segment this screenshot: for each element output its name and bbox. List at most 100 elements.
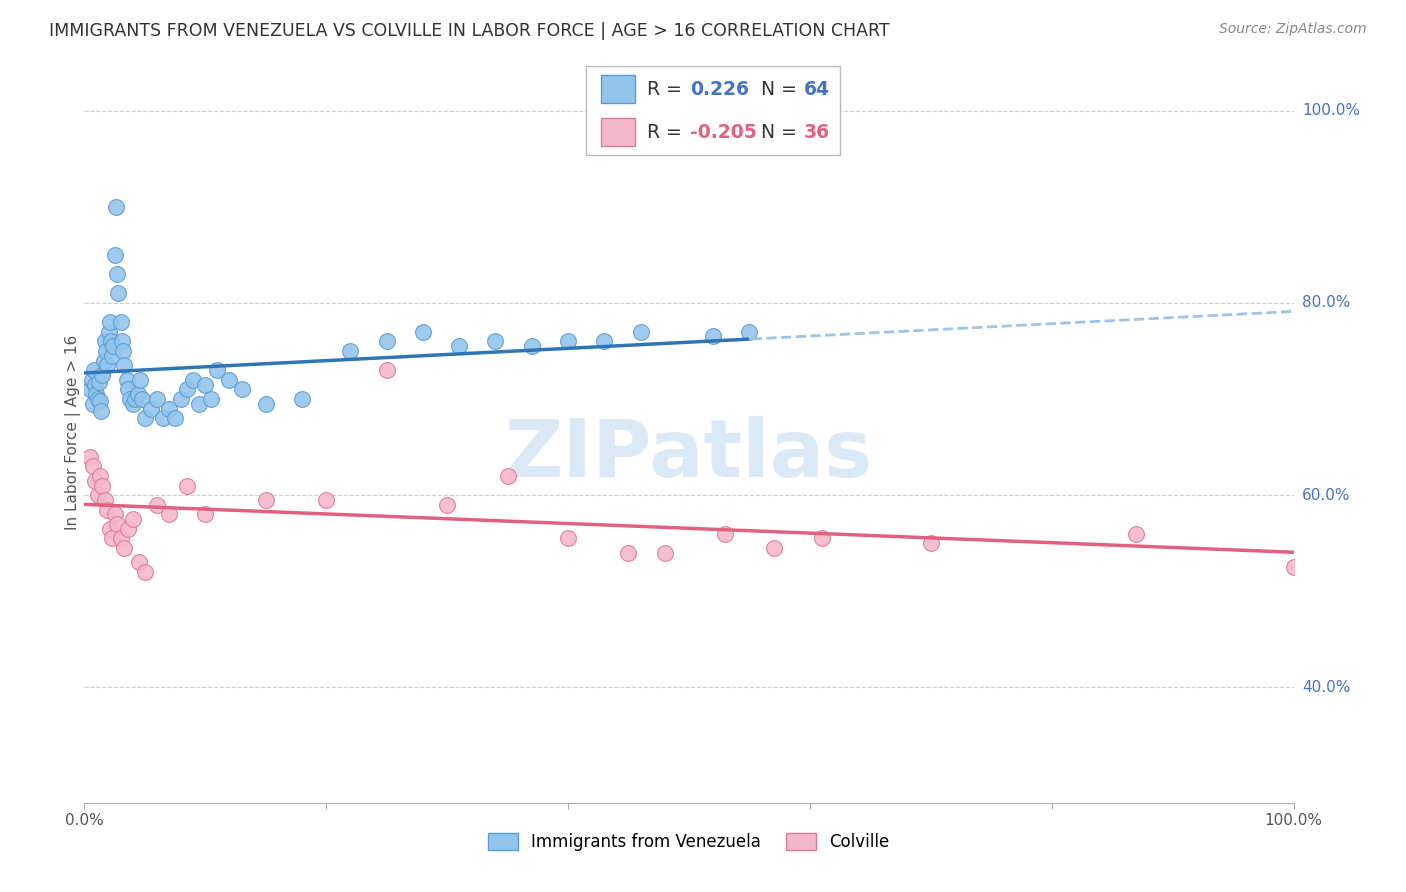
Point: [157, 508, 180, 522]
Point: [176, 382, 198, 396]
Point: [94, 343, 117, 358]
Point: [496, 469, 519, 483]
Point: [97, 325, 120, 339]
Point: [1125, 526, 1147, 541]
Point: [110, 315, 132, 329]
Point: [91, 478, 114, 492]
Point: [82, 397, 104, 411]
Point: [84, 377, 107, 392]
Point: [702, 329, 724, 343]
Point: [762, 541, 785, 555]
Point: [117, 382, 139, 396]
Point: [188, 397, 211, 411]
Point: [176, 478, 198, 492]
Point: [146, 392, 169, 406]
Point: [375, 334, 398, 349]
Text: 60.0%: 60.0%: [1302, 488, 1350, 502]
Point: [96, 359, 118, 373]
Text: Source: ZipAtlas.com: Source: ZipAtlas.com: [1219, 22, 1367, 37]
Point: [104, 248, 127, 262]
Text: 80.0%: 80.0%: [1302, 295, 1350, 310]
FancyBboxPatch shape: [600, 118, 634, 146]
Point: [104, 508, 127, 522]
Point: [207, 363, 229, 377]
Point: [124, 392, 146, 406]
Point: [1282, 560, 1305, 574]
Point: [339, 343, 361, 358]
Text: 40.0%: 40.0%: [1302, 680, 1350, 695]
Point: [93, 353, 115, 368]
Point: [86, 392, 108, 406]
Text: 36: 36: [804, 122, 830, 142]
Point: [110, 532, 132, 546]
Point: [170, 392, 193, 406]
Point: [315, 492, 337, 507]
Point: [557, 532, 579, 546]
Point: [98, 522, 121, 536]
Point: [714, 526, 737, 541]
Point: [231, 382, 253, 396]
FancyBboxPatch shape: [600, 75, 634, 103]
Text: -0.205: -0.205: [690, 122, 756, 142]
Point: [134, 411, 156, 425]
Point: [194, 377, 217, 392]
Text: 100.0%: 100.0%: [1302, 103, 1360, 118]
Point: [86, 488, 108, 502]
Point: [218, 373, 240, 387]
Point: [412, 325, 434, 339]
Point: [194, 508, 217, 522]
Point: [520, 339, 543, 353]
Point: [111, 334, 134, 349]
Point: [112, 343, 135, 358]
Point: [254, 492, 277, 507]
Point: [103, 339, 125, 353]
Point: [121, 512, 143, 526]
Point: [107, 286, 129, 301]
Point: [94, 492, 117, 507]
Point: [82, 459, 104, 474]
Point: [157, 401, 180, 416]
Point: [104, 200, 127, 214]
Point: [436, 498, 458, 512]
Y-axis label: In Labor Force | Age > 16: In Labor Force | Age > 16: [65, 335, 82, 530]
Text: 0.226: 0.226: [690, 79, 749, 99]
Point: [115, 373, 138, 387]
Text: N =: N =: [762, 122, 803, 142]
Point: [738, 325, 761, 339]
Point: [630, 325, 652, 339]
Point: [105, 516, 128, 531]
Text: ZIPatlas: ZIPatlas: [505, 416, 873, 494]
Point: [146, 498, 169, 512]
Point: [165, 411, 187, 425]
Point: [94, 334, 117, 349]
Point: [139, 401, 162, 416]
Text: R =: R =: [647, 79, 688, 99]
Point: [120, 392, 142, 406]
FancyBboxPatch shape: [586, 66, 841, 155]
Point: [484, 334, 506, 349]
Point: [84, 474, 107, 488]
Text: 64: 64: [804, 79, 830, 99]
Point: [80, 373, 103, 387]
Text: IMMIGRANTS FROM VENEZUELA VS COLVILLE IN LABOR FORCE | AGE > 16 CORRELATION CHAR: IMMIGRANTS FROM VENEZUELA VS COLVILLE IN…: [49, 22, 890, 40]
Point: [134, 565, 156, 579]
Point: [449, 339, 471, 353]
Point: [101, 532, 124, 546]
Point: [654, 546, 676, 560]
Point: [557, 334, 579, 349]
Point: [79, 450, 101, 464]
Point: [89, 393, 111, 408]
Point: [100, 334, 122, 349]
Point: [79, 382, 101, 396]
Point: [375, 363, 398, 377]
Point: [101, 349, 124, 363]
Point: [593, 334, 616, 349]
Point: [131, 392, 153, 406]
Point: [811, 532, 834, 546]
Point: [87, 375, 110, 389]
Text: N =: N =: [749, 79, 803, 99]
Point: [105, 267, 128, 281]
Point: [121, 397, 143, 411]
Point: [98, 315, 121, 329]
Point: [83, 363, 105, 377]
